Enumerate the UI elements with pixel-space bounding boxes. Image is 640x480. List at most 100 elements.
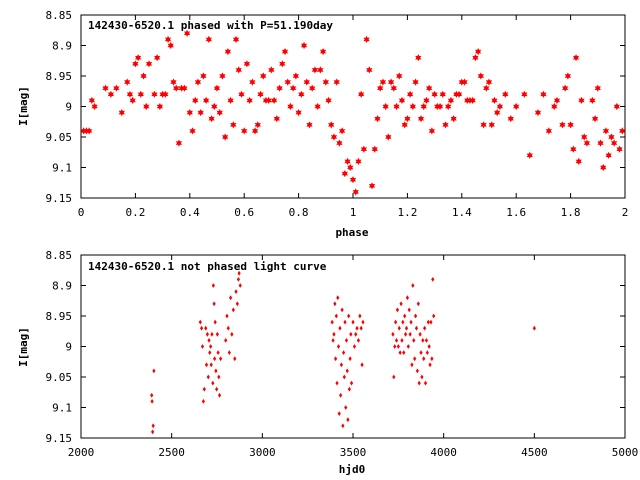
phased-data-point: [355, 157, 362, 165]
phased-data-point: [507, 115, 514, 123]
unphased-data-point: [412, 338, 416, 343]
unphased-data-point: [209, 362, 213, 368]
phased-data-point: [107, 90, 115, 98]
phased-data-point: [235, 66, 242, 74]
phased-data-point: [132, 60, 139, 68]
phased-data-point: [396, 72, 403, 80]
unphased-light-curve-panel: 142430-6520.1 not phased light curve hjd…: [17, 249, 638, 476]
unphased-data-point: [201, 399, 205, 404]
phased-plot-frame: [80, 14, 626, 199]
unphased-data-point: [204, 325, 208, 331]
unphased-data-point: [214, 368, 218, 374]
phased-data-point: [409, 102, 416, 111]
phased-x-tick-label: 0.6: [234, 206, 254, 219]
unphased-data-point: [352, 344, 357, 349]
unphased-data-point: [401, 319, 405, 325]
unphased-data-point: [425, 350, 429, 355]
phased-data-point: [227, 96, 234, 104]
phased-data-point: [211, 102, 218, 111]
phased-data-point: [300, 41, 308, 50]
phased-data-point: [298, 90, 305, 98]
unphased-data-point: [532, 325, 536, 331]
unphased-data-point: [431, 277, 435, 282]
unphased-data-point: [217, 374, 221, 380]
unphased-data-point: [429, 319, 433, 325]
unphased-data-point: [428, 362, 432, 368]
phased-y-tick-label: 9: [65, 101, 72, 114]
phased-data-point: [496, 102, 503, 111]
phased-y-axis-label: I[mag]: [17, 86, 30, 126]
phased-data-point: [102, 84, 109, 92]
unphased-data-point: [333, 301, 337, 307]
unphased-data-point: [360, 362, 364, 368]
phased-data-point: [374, 115, 381, 123]
unphased-data-point: [423, 325, 427, 331]
phased-data-point: [616, 145, 623, 153]
phased-data-point: [393, 102, 400, 111]
phased-data-point: [360, 145, 367, 153]
phased-data-point: [254, 121, 261, 129]
unphased-data-point: [403, 331, 408, 337]
phased-data-point: [322, 78, 329, 86]
phased-data-point: [181, 84, 188, 92]
phased-data-point: [483, 84, 490, 92]
phased-data-point: [445, 102, 452, 111]
unphased-data-point: [413, 313, 418, 319]
phased-data-point: [246, 96, 253, 104]
phased-data-point: [442, 121, 449, 129]
unphased-x-tick-label: 5000: [612, 446, 639, 459]
phased-data-point: [559, 121, 566, 129]
phased-data-point: [170, 78, 177, 86]
phased-data-point: [284, 78, 291, 86]
phased-data-point: [491, 96, 498, 104]
unphased-data-point: [338, 325, 342, 331]
unphased-data-point: [209, 344, 213, 349]
phased-data-point: [572, 54, 580, 62]
phased-y-tick-label: 8.95: [46, 70, 73, 83]
unphased-data-point: [391, 331, 395, 337]
phased-data-point: [319, 48, 327, 56]
unphased-plot-title: 142430-6520.1 not phased light curve: [88, 260, 327, 273]
phased-data-point: [173, 84, 180, 92]
unphased-data-point: [225, 313, 229, 319]
phased-data-point: [485, 78, 493, 86]
unphased-data-point: [229, 295, 233, 301]
phased-data-point: [570, 145, 577, 153]
phased-data-point: [455, 90, 463, 98]
phased-data-point: [368, 182, 376, 190]
unphased-data-point: [346, 417, 350, 423]
phased-data-point: [88, 96, 95, 104]
unphased-data-point: [416, 301, 420, 307]
phased-data-point: [303, 78, 310, 86]
phased-data-point: [295, 109, 302, 117]
phased-data-point: [450, 115, 457, 123]
phased-x-tick-label: 0: [78, 206, 85, 219]
phased-data-point: [91, 102, 98, 111]
unphased-x-tick-label: 2500: [158, 446, 185, 459]
phased-data-point: [290, 84, 297, 92]
phased-data-point: [230, 121, 237, 129]
unphased-data-point: [230, 331, 234, 337]
phased-data-point: [502, 90, 509, 98]
phased-data-point: [243, 60, 251, 68]
unphased-data-point: [208, 350, 212, 355]
phased-plot-title: 142430-6520.1 phased with P=51.190day: [88, 19, 333, 32]
phased-data-point: [382, 102, 389, 111]
unphased-data-point: [212, 301, 216, 307]
phased-data-point: [200, 72, 207, 80]
unphased-data-point: [349, 380, 354, 386]
unphased-data-point: [333, 356, 338, 362]
unphased-data-point: [397, 325, 401, 331]
unphased-data-point: [402, 350, 406, 355]
phased-data-point: [453, 90, 460, 98]
unphased-data-point: [210, 331, 214, 337]
unphased-data-point: [422, 356, 426, 362]
phased-data-point: [145, 60, 153, 68]
phased-data-point: [118, 109, 125, 117]
unphased-data-point: [200, 344, 205, 349]
phased-data-point: [412, 78, 419, 86]
unphased-x-tick-label: 4500: [521, 446, 548, 459]
phased-data-point: [475, 48, 482, 56]
phased-data-point: [540, 90, 547, 98]
unphased-data-point: [330, 319, 334, 325]
